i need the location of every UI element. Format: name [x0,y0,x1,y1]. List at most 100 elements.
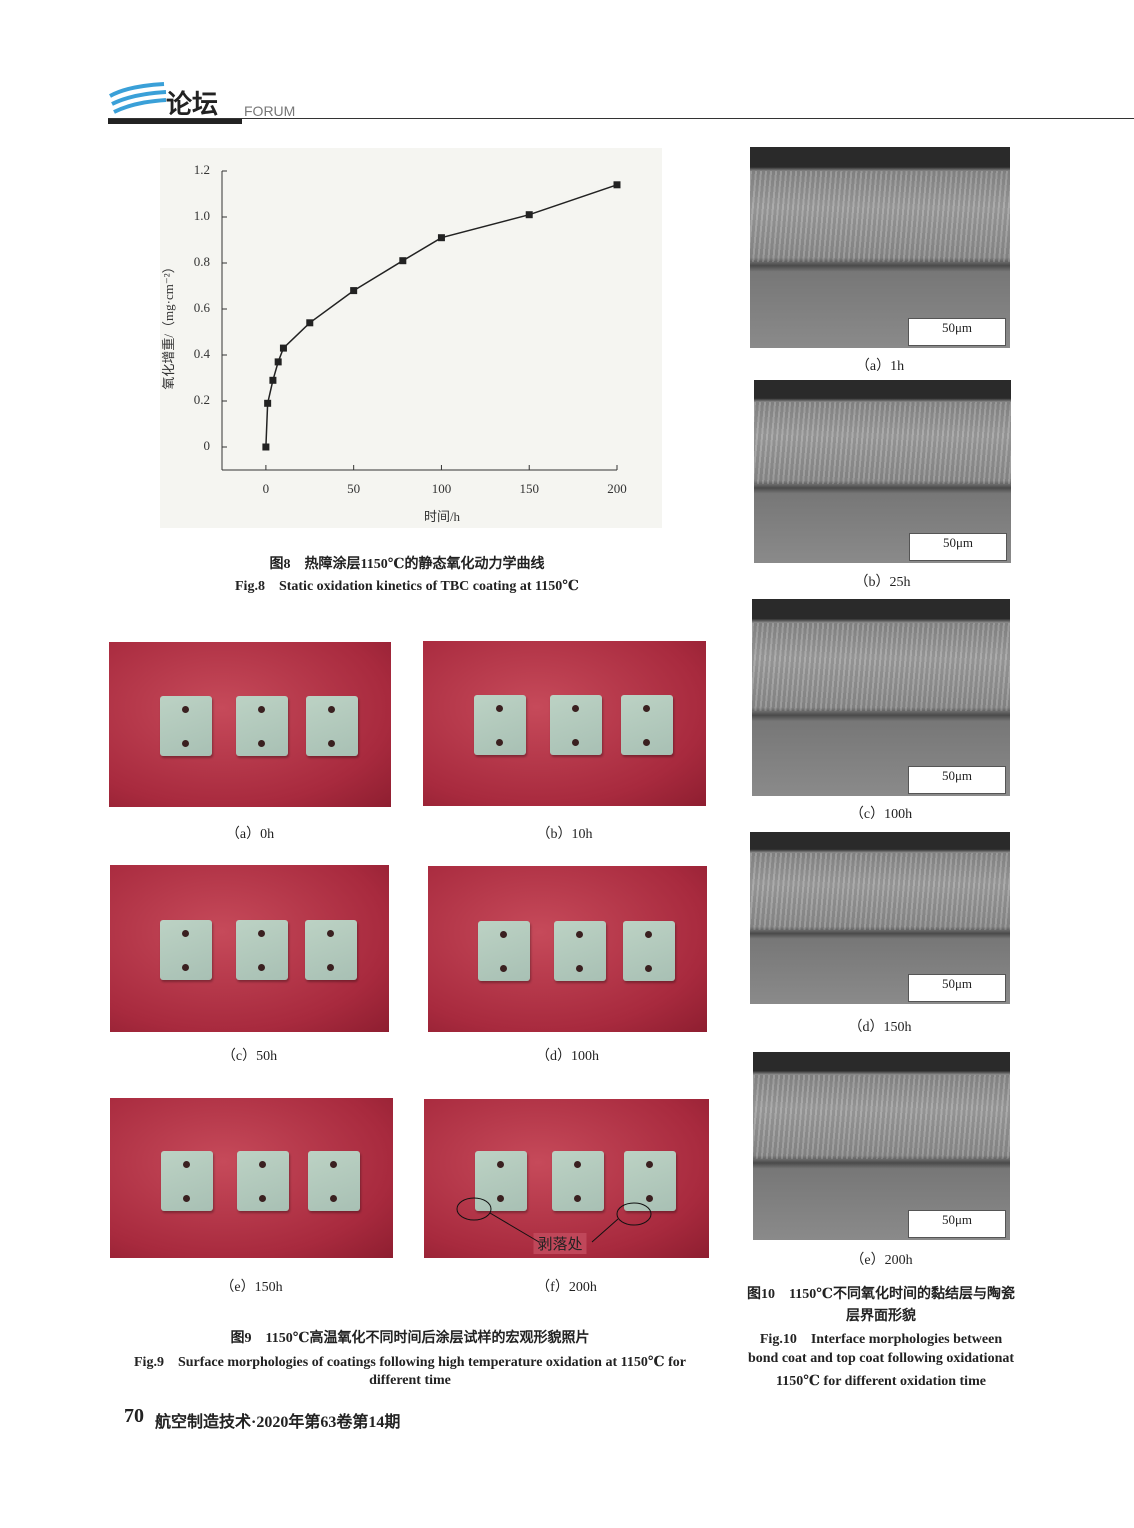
sample [160,920,213,981]
hole [327,930,335,938]
hole [181,706,189,714]
sample [235,696,288,757]
sample [159,696,212,757]
data-point [399,257,407,265]
hole [328,740,336,748]
hole [645,930,653,938]
fig10-caption-en: 1150℃ for different oxidation time [776,1374,986,1389]
data-point [525,211,533,219]
y-axis-label: 氧化增重/（mg·cm⁻²） [161,260,176,389]
sem-image: 50μm [753,1052,1010,1240]
fig9-caption-cn: 图9 1150℃高温氧化不同时间后涂层试样的宏观形貌照片 [230,1331,590,1346]
photo [109,642,391,807]
sem-texture [754,401,1011,485]
sample [475,1151,528,1212]
sem-texture [752,622,1010,712]
scale-bar: 50μm [908,974,1006,1002]
sample [237,1150,290,1211]
y-tick-label: 0.2 [194,392,210,407]
y-tick-label: 1.0 [194,208,210,223]
logo [109,82,167,114]
photo [424,1099,709,1258]
photo [423,641,706,806]
sem-texture [753,1074,1010,1160]
hole [495,739,503,747]
sample [552,1151,605,1212]
sem-image: 50μm [752,599,1010,796]
fig9-panel-caption: （b）10h [536,827,593,842]
scale-bar: 50μm [908,766,1006,794]
hole [645,1195,653,1203]
hole [182,964,190,972]
hole [257,706,265,714]
hole [643,739,651,747]
data-point [350,287,358,295]
fig8-caption-cn: 图8 热障涂层1150℃的静态氧化动力学曲线 [269,557,545,572]
sem-image: 50μm [750,147,1010,348]
journal: 航空制造技术·2020年第63卷第14期 [155,1414,401,1431]
fig9-panel-caption: （d）100h [536,1049,599,1064]
hole [575,930,583,938]
fig9-panel-caption: （c）50h [221,1049,278,1064]
annotation-marks [456,1197,652,1243]
hole [257,964,265,972]
scale-bar: 50μm [908,318,1006,346]
header-bar [108,119,242,124]
fig9-annotation: 剥落处 [533,1233,587,1254]
hole [643,705,651,713]
x-axis-label: 时间/h [424,509,461,524]
sample [235,920,288,981]
sem-image: 50μm [754,380,1011,563]
hole [330,1160,338,1168]
fig10-panel-caption: （d）150h [848,1020,912,1035]
y-tick-label: 1.2 [194,162,210,177]
fig10-panel-caption: （c）100h [849,807,913,822]
data-point [613,181,621,189]
scale-bar: 50μm [909,533,1007,561]
photo [110,1098,393,1258]
data-point [279,344,287,352]
sample [621,695,674,756]
hole [182,930,190,938]
hole [575,964,583,972]
hole [182,1194,190,1202]
header-title: 论坛 [166,90,219,119]
fig10-panel-caption: （a）1h [855,359,905,374]
y-tick-label: 0.6 [194,300,211,315]
chart-bg [160,148,662,528]
sample [306,696,359,757]
sample [473,695,526,756]
hole [572,739,580,747]
fig9-caption-en: Fig.9 Surface morphologies of coatings f… [134,1355,686,1370]
hole [327,964,335,972]
header-subtitle: FORUM [244,103,296,119]
page-number: 70 [124,1405,144,1427]
hole [645,964,653,972]
hole [497,1195,505,1203]
sample [478,920,531,981]
fig9-caption-en: different time [369,1373,451,1388]
fig9-panel-caption: （f）200h [536,1280,597,1295]
fig10-panel-caption: （e）200h [850,1253,913,1268]
fig9-panel-caption: （e）150h [220,1280,283,1295]
hole [500,964,508,972]
hole [497,1161,505,1169]
fig8-caption-en: Fig.8 Static oxidation kinetics of TBC c… [235,579,579,594]
y-tick-label: 0.4 [194,346,211,361]
sample [305,920,358,981]
sample [553,920,606,981]
x-tick-label: 100 [432,481,452,496]
photo [110,865,389,1032]
sem-image: 50μm [750,832,1010,1004]
hole [645,1161,653,1169]
x-tick-label: 0 [263,481,270,496]
hole [257,930,265,938]
hole [574,1195,582,1203]
chart: 时间/h 氧化增重/（mg·cm⁻²） 0 0.2 0.4 0.6 0.8 1.0 1.2 0… [160,148,662,528]
hole [181,740,189,748]
y-tick-label: 0.8 [194,254,210,269]
data-point [269,376,277,384]
hole [495,705,503,713]
hole [259,1160,267,1168]
